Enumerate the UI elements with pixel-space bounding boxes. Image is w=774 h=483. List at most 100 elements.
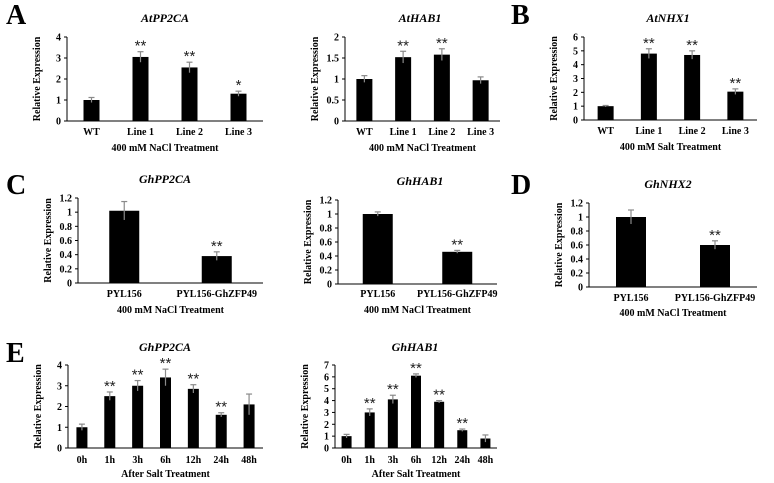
bar [433,54,450,121]
x-tick-label: 1h [105,455,116,466]
x-tick-label: 3h [388,455,399,466]
bar [700,245,730,287]
x-tick-label: PYL156-GhZFP49 [675,293,756,304]
x-tick-label: 24h [213,455,229,466]
y-tick-label: 4 [573,60,578,71]
significance-marker: ** [188,371,200,388]
chart-title: GhNHX2 [644,177,691,191]
x-tick-label: Line 2 [428,127,455,138]
y-tick-label: 0.2 [320,266,333,277]
y-tick-label: 0.4 [571,255,584,266]
x-tick-label: 48h [478,455,494,466]
chart-a2: AtHAB1 0 0.5 1 1.5 2 Relative Expression WT ** Li… [310,11,500,154]
y-tick-label: 1 [573,102,578,113]
significance-marker: ** [132,367,144,384]
panel-letter-b: B [511,0,530,31]
bar [411,375,421,448]
y-tick-label: 0 [56,117,61,128]
y-axis-label: Relative Expression [43,198,54,283]
y-tick-label: 3 [57,381,62,392]
chart-e1: GhPP2CA 0 1 2 3 4 Relative Expression 0h ** 1h ** 3… [33,340,263,480]
y-tick-label: 0.6 [320,238,333,249]
significance-marker: ** [211,238,223,255]
y-axis-label: Relative Expression [300,364,311,449]
x-axis-label: 400 mM NaCl Treatment [620,308,728,319]
y-tick-label: 4 [57,361,62,372]
x-tick-label: PYL156 [614,293,649,304]
y-tick-label: 1 [324,432,329,443]
y-tick-label: 2 [334,33,339,44]
y-tick-label: 1.2 [320,196,333,207]
bar [684,54,701,120]
y-tick-label: 0.5 [327,96,340,107]
y-tick-label: 3 [573,74,578,85]
bar [160,377,171,448]
y-axis-label: Relative Expression [32,36,43,121]
significance-marker: ** [730,75,742,92]
y-tick-label: 0.6 [60,236,73,247]
y-tick-label: 1.2 [571,199,584,210]
bar [76,427,88,448]
x-axis-label: 400 mM NaCl Treatment [112,143,220,154]
bar [457,430,468,448]
y-axis-label: Relative Expression [554,202,565,287]
chart-title: GhHAB1 [392,340,439,354]
y-tick-label: 1 [67,208,72,219]
y-tick-label: 0 [57,444,62,455]
significance-marker: ** [451,236,463,253]
significance-marker: ** [709,227,721,244]
bar [215,414,227,448]
chart-title: GhPP2CA [139,172,191,186]
panel-letter-d: D [511,170,532,201]
bar [727,91,744,120]
significance-marker: ** [456,415,468,432]
y-axis-label: Relative Expression [549,36,560,121]
y-tick-label: 5 [573,46,578,57]
bar [109,210,140,283]
bar [364,412,375,448]
y-tick-label: 1.2 [60,194,73,205]
y-tick-label: 2 [573,88,578,99]
x-tick-label: Line 1 [127,127,154,138]
bar [395,57,412,121]
y-tick-label: 4 [56,33,61,44]
chart-title: AtNHX1 [645,11,689,25]
significance-marker: ** [215,399,227,416]
panel-letter-a: A [6,0,27,31]
chart-title: GhPP2CA [139,340,191,354]
significance-marker: ** [643,35,655,52]
y-tick-label: 0 [573,116,578,127]
x-tick-label: 1h [364,455,375,466]
bar [230,93,247,121]
y-tick-label: 0.4 [60,250,73,261]
significance-marker: ** [135,38,147,55]
x-axis-label: After Salt Treatment [121,469,210,480]
y-tick-label: 0 [334,117,339,128]
bar [243,404,255,448]
x-tick-label: PYL156-GhZFP49 [176,289,257,300]
x-tick-label: 6h [411,455,422,466]
y-tick-label: 0 [67,279,72,290]
significance-marker: ** [436,35,448,52]
x-tick-label: PYL156-GhZFP49 [417,289,498,300]
x-axis-label: 400 mM NaCl Treatment [117,305,225,316]
y-tick-label: 0.8 [571,227,584,238]
bar [434,401,445,448]
chart-a1: AtPP2CA 0 1 2 3 4 Relative Expression WT ** Line … [32,11,263,154]
y-tick-label: 1 [334,75,339,86]
significance-marker: ** [184,48,196,65]
y-tick-label: 1.5 [327,54,340,65]
y-tick-label: 5 [324,384,329,395]
y-tick-label: 0.2 [571,269,584,280]
significance-marker: ** [364,395,376,412]
bar [597,106,614,120]
significance-marker: ** [433,387,445,404]
chart-title: AtPP2CA [140,11,189,25]
bar [387,399,398,448]
x-axis-label: 400 mM NaCl Treatment [364,305,472,316]
x-tick-label: WT [356,127,373,138]
significance-marker: ** [104,378,116,395]
bar [442,251,473,284]
y-tick-label: 3 [324,408,329,419]
y-tick-label: 3 [56,54,61,65]
